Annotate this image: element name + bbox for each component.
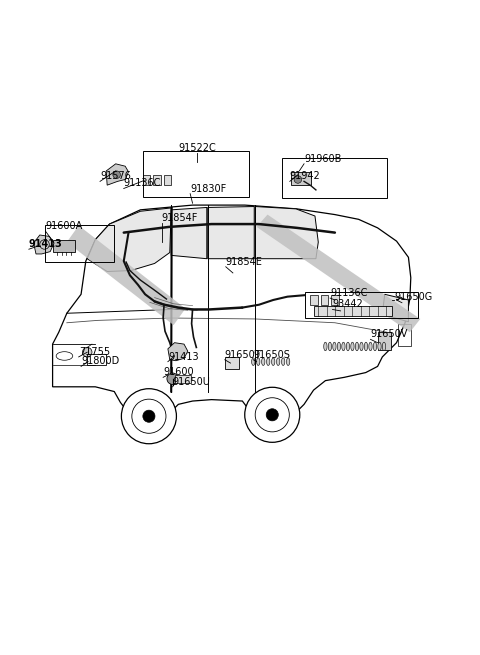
Text: 91136C: 91136C: [124, 179, 161, 189]
Text: 91576: 91576: [100, 172, 131, 181]
Circle shape: [245, 387, 300, 442]
Bar: [46, 225, 114, 262]
Ellipse shape: [252, 358, 255, 365]
Polygon shape: [106, 164, 129, 185]
Bar: [153, 175, 161, 185]
Text: 91136C: 91136C: [330, 288, 368, 298]
Bar: [378, 332, 391, 350]
Ellipse shape: [333, 342, 336, 350]
Ellipse shape: [342, 342, 345, 350]
Polygon shape: [53, 205, 411, 420]
Ellipse shape: [364, 342, 368, 350]
Circle shape: [167, 373, 179, 384]
Ellipse shape: [360, 342, 363, 350]
Text: 91650G: 91650G: [394, 292, 432, 303]
Circle shape: [83, 347, 92, 357]
Text: 91800D: 91800D: [81, 356, 120, 366]
Circle shape: [121, 388, 177, 443]
Bar: [175, 375, 191, 383]
Text: 71755: 71755: [79, 347, 110, 357]
Text: 91522C: 91522C: [179, 143, 216, 153]
Text: 91960B: 91960B: [304, 154, 341, 164]
Text: 91650T: 91650T: [225, 350, 262, 360]
Bar: [310, 295, 318, 305]
Bar: [164, 175, 171, 185]
Text: 91650S: 91650S: [253, 350, 290, 360]
Bar: [143, 151, 250, 197]
Text: 91650V: 91650V: [371, 329, 408, 339]
Bar: [143, 175, 150, 185]
Ellipse shape: [383, 342, 385, 350]
Ellipse shape: [378, 342, 381, 350]
Polygon shape: [208, 206, 254, 259]
Text: 91413: 91413: [168, 352, 199, 362]
Polygon shape: [34, 235, 54, 254]
Ellipse shape: [266, 358, 270, 365]
Circle shape: [113, 171, 120, 179]
Polygon shape: [255, 206, 318, 259]
Text: 91650U: 91650U: [173, 377, 211, 387]
Text: 91600A: 91600A: [46, 221, 83, 231]
Ellipse shape: [373, 342, 377, 350]
Ellipse shape: [324, 342, 327, 350]
Ellipse shape: [346, 342, 349, 350]
Bar: [225, 357, 239, 369]
Circle shape: [266, 409, 278, 421]
Text: 91413: 91413: [29, 239, 62, 249]
Ellipse shape: [272, 358, 275, 365]
Ellipse shape: [337, 342, 341, 350]
Bar: [331, 295, 339, 305]
Ellipse shape: [287, 358, 290, 365]
Polygon shape: [257, 215, 420, 332]
Ellipse shape: [355, 342, 359, 350]
Bar: [321, 295, 328, 305]
Circle shape: [143, 410, 155, 422]
Bar: [397, 324, 411, 346]
Bar: [282, 158, 387, 198]
Polygon shape: [171, 208, 207, 259]
Ellipse shape: [351, 342, 354, 350]
Bar: [305, 292, 418, 318]
Bar: [87, 354, 106, 364]
Ellipse shape: [281, 358, 285, 365]
Polygon shape: [87, 208, 171, 272]
Bar: [53, 240, 75, 252]
Bar: [291, 172, 311, 185]
Text: 91854F: 91854F: [162, 213, 198, 223]
Ellipse shape: [257, 358, 260, 365]
Text: 93442: 93442: [333, 299, 363, 309]
Circle shape: [294, 176, 301, 183]
Text: 91830F: 91830F: [190, 183, 227, 194]
Ellipse shape: [369, 342, 372, 350]
Text: 91854E: 91854E: [226, 257, 263, 267]
Ellipse shape: [328, 342, 332, 350]
Ellipse shape: [262, 358, 265, 365]
Polygon shape: [67, 225, 185, 325]
Polygon shape: [168, 343, 188, 361]
Text: 91942: 91942: [290, 172, 321, 181]
Text: 91600: 91600: [163, 367, 194, 377]
Bar: [313, 306, 392, 316]
Polygon shape: [383, 294, 408, 322]
Ellipse shape: [276, 358, 280, 365]
